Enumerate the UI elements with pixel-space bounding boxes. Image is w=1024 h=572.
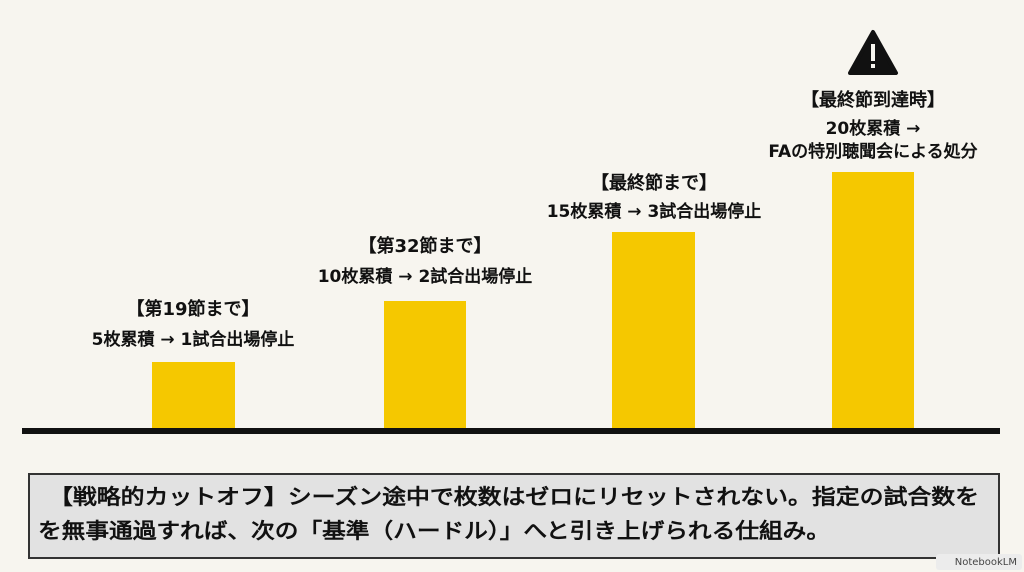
note-box bbox=[28, 473, 1000, 559]
step-title: 【第19節まで】 bbox=[126, 298, 259, 320]
watermark: NotebookLM bbox=[955, 557, 1017, 568]
note-text: 【戦略的カットオフ】シーズン途中で枚数はゼロにリセットされない。指定の試合数を bbox=[49, 485, 979, 509]
step-text: FAの特別聴聞会による処分 bbox=[768, 141, 977, 162]
step-text: 5枚累積 → 1試合出場停止 bbox=[92, 329, 295, 350]
step-title: 【最終節まで】 bbox=[591, 172, 717, 194]
step-text: 15枚累積 → 3試合出場停止 bbox=[547, 201, 762, 222]
step-bar bbox=[612, 232, 695, 430]
step-bar bbox=[152, 362, 235, 430]
step-text: 10枚累積 → 2試合出場停止 bbox=[318, 266, 533, 287]
warning-icon bbox=[848, 30, 898, 75]
step-bar bbox=[832, 172, 914, 430]
step-bar bbox=[384, 301, 466, 430]
step-title: 【最終節到達時】 bbox=[801, 89, 945, 111]
step-title: 【第32節まで】 bbox=[358, 235, 491, 257]
step-text: 20枚累積 → bbox=[826, 118, 921, 139]
note-text: を無事通過すれば、次の「基準（ハードル）」へと引き上げられる仕組み。 bbox=[38, 519, 830, 543]
watermark-badge bbox=[936, 554, 1022, 570]
baseline bbox=[22, 428, 1000, 434]
